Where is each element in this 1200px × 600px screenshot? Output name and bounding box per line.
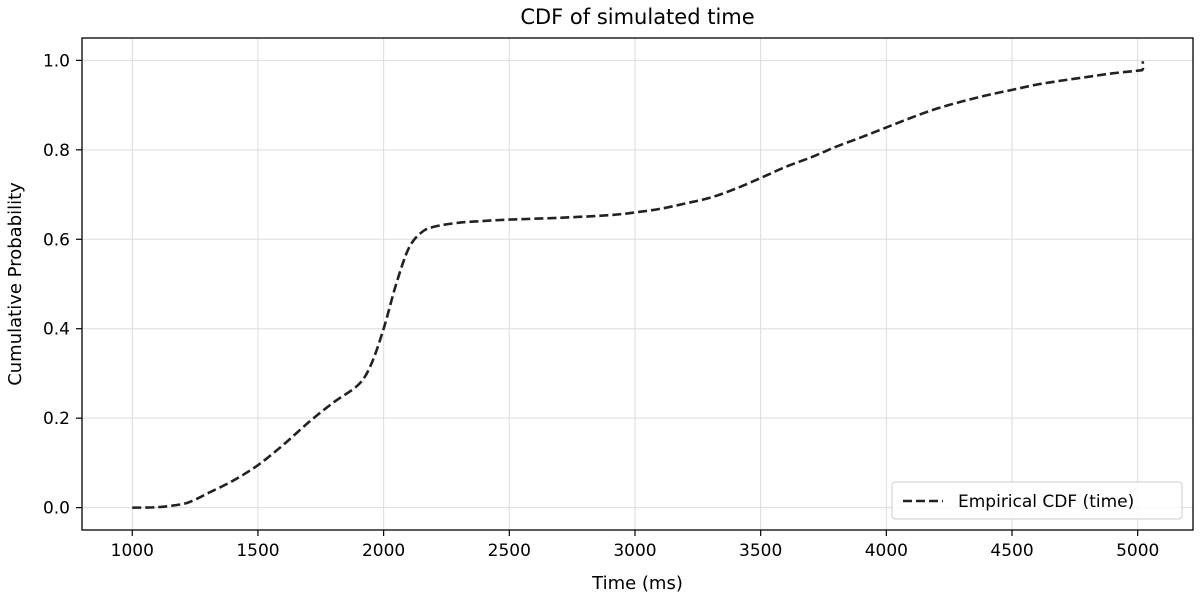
- y-tick-label: 1.0: [43, 51, 70, 71]
- x-tick-label: 3000: [613, 541, 656, 561]
- y-tick-label: 0.8: [43, 141, 70, 161]
- x-tick-label: 2000: [362, 541, 405, 561]
- x-tick-label: 4500: [990, 541, 1033, 561]
- y-tick-label: 0.6: [43, 230, 70, 250]
- chart-title: CDF of simulated time: [520, 5, 754, 29]
- x-tick-label: 3500: [739, 541, 782, 561]
- x-tick-label: 5000: [1116, 541, 1159, 561]
- legend-label-empirical-cdf: Empirical CDF (time): [958, 492, 1134, 512]
- y-tick-label: 0.4: [43, 320, 70, 340]
- y-axis-label: Cumulative Probability: [5, 182, 26, 386]
- x-axis-ticks: 1000 1500 2000 2500 3000 3500 4000 4500 5000: [111, 530, 1159, 561]
- x-tick-label: 1000: [111, 541, 154, 561]
- legend: Empirical CDF (time): [891, 481, 1183, 520]
- x-tick-label: 1500: [236, 541, 279, 561]
- y-tick-label: 0.2: [43, 409, 70, 429]
- series-line-empirical-cdf: [132, 61, 1145, 509]
- plot-frame: [81, 37, 1194, 531]
- x-tick-label: 2500: [488, 541, 531, 561]
- x-tick-label: 4000: [865, 541, 908, 561]
- y-axis-ticks: 0.0 0.2 0.4 0.6 0.8 1.0: [43, 51, 82, 519]
- legend-box: [891, 481, 1183, 520]
- y-tick-label: 0.0: [43, 499, 70, 519]
- x-axis-label: Time (ms): [591, 573, 683, 594]
- grid-lines: [82, 38, 1193, 530]
